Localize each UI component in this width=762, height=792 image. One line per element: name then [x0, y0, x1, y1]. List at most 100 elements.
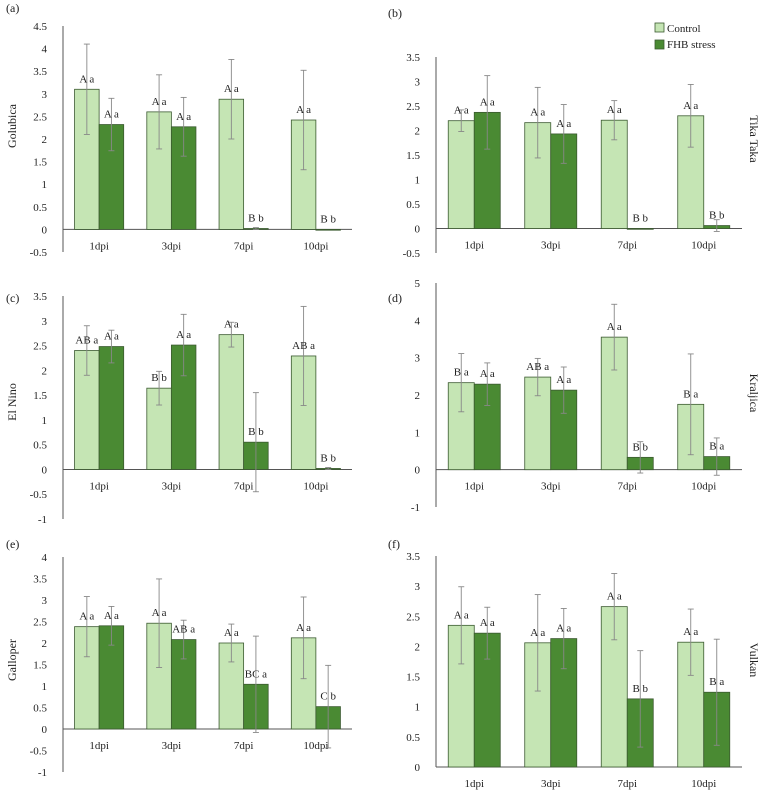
y-tick-label: 4	[42, 552, 48, 564]
panel-label: (a)	[6, 1, 19, 15]
bar-fhb-stress	[626, 228, 654, 230]
significance-label-fhb-stress: B b	[632, 213, 648, 225]
y-tick-label: 3.5	[406, 52, 420, 64]
y-tick-label: 1	[42, 179, 48, 191]
y-tick-label: 2.5	[33, 341, 47, 353]
y-tick-label: 1	[415, 702, 421, 714]
x-tick-label: 7dpi	[234, 740, 254, 752]
y-tick-label: -1	[38, 514, 47, 526]
y-tick-label: 0	[415, 224, 421, 236]
y-tick-label: 1	[42, 681, 48, 693]
significance-label-control: AB a	[292, 340, 315, 352]
y-tick-label: 0	[415, 762, 421, 774]
significance-label-control: B b	[151, 372, 167, 384]
bar-fhb-stress	[98, 346, 125, 470]
y-tick-label: -0.5	[30, 489, 48, 501]
x-tick-label: 10dpi	[303, 240, 328, 252]
y-tick-label: 3.5	[33, 66, 47, 78]
significance-label-fhb-stress: B b	[632, 441, 648, 453]
significance-label-control: A a	[224, 627, 239, 639]
significance-label-control: A a	[683, 100, 698, 112]
y-tick-label: 2.5	[33, 617, 47, 629]
y-tick-label: 0.5	[33, 440, 47, 452]
significance-label-control: A a	[79, 611, 94, 623]
y-tick-label: 3	[42, 89, 48, 101]
significance-label-control: A a	[530, 107, 545, 119]
significance-label-fhb-stress: C b	[320, 691, 336, 703]
significance-label-control: A a	[296, 622, 311, 634]
significance-label-control: A a	[224, 319, 239, 331]
y-tick-label: 3	[415, 77, 421, 89]
chart-panel: (d) Kraljica -1 0 1 2 3 4 5 1dpi B a A a 3dpi AB a A a…	[388, 278, 761, 514]
y-tick-label: 4	[42, 44, 48, 56]
y-tick-label: 1	[415, 175, 421, 187]
y-tick-label: 1.5	[406, 672, 420, 684]
significance-label-control: A a	[607, 104, 622, 116]
y-tick-label: 1.5	[33, 157, 47, 169]
y-tick-label: 3	[415, 353, 421, 365]
significance-label-fhb-stress: A a	[176, 111, 191, 123]
x-tick-label: 7dpi	[617, 240, 637, 252]
y-tick-label: 2.5	[406, 611, 420, 623]
significance-label-fhb-stress: B b	[320, 452, 336, 464]
significance-label-fhb-stress: A a	[556, 623, 571, 635]
x-tick-label: 10dpi	[691, 240, 716, 252]
significance-label-control: A a	[152, 96, 167, 108]
significance-label-fhb-stress: B b	[709, 210, 725, 222]
y-tick-label: 2	[415, 390, 421, 402]
y-tick-label: 1.5	[33, 660, 47, 672]
y-tick-label: 0	[415, 465, 421, 477]
y-tick-label: 2	[42, 134, 48, 146]
y-tick-label: -0.5	[30, 247, 48, 259]
y-tick-label: 1.5	[33, 390, 47, 402]
significance-label-fhb-stress: B b	[632, 683, 648, 695]
x-tick-label: 1dpi	[464, 481, 484, 493]
y-tick-label: 0	[42, 224, 48, 236]
bar-control	[447, 120, 475, 229]
y-tick-label: 0	[42, 464, 48, 476]
chart-panel: (a) Golubica -0.5 0 0.5 1 1.5 2 2.5 3 3.5 4 4.5 1dpi A…	[5, 1, 352, 259]
significance-label-control: A a	[530, 627, 545, 639]
significance-label-fhb-stress: A a	[480, 617, 495, 629]
y-tick-label: 2.5	[33, 111, 47, 123]
bar-control	[218, 334, 245, 470]
significance-label-fhb-stress: BC a	[245, 668, 267, 680]
chart-panel: (c) El Nino -1 -0.5 0 0.5 1 1.5 2 2.5 3 3.5 1dpi AB a…	[5, 291, 352, 526]
y-tick-label: 0.5	[406, 732, 420, 744]
panel-label: (d)	[388, 291, 402, 305]
y-axis-title: Galloper	[5, 639, 19, 681]
y-tick-label: -1	[411, 502, 420, 514]
y-tick-label: 1	[42, 415, 48, 427]
significance-label-fhb-stress: A a	[556, 118, 571, 130]
y-tick-label: 3.5	[33, 291, 47, 303]
x-tick-label: 7dpi	[617, 778, 637, 790]
significance-label-control: A a	[607, 591, 622, 603]
significance-label-control: A a	[296, 104, 311, 116]
legend-label-fhb-stress: FHB stress	[667, 39, 716, 51]
x-tick-label: 7dpi	[234, 240, 254, 252]
y-tick-label: 2	[415, 641, 421, 653]
significance-label-control: B a	[683, 388, 698, 400]
y-tick-label: -0.5	[30, 746, 48, 758]
significance-label-fhb-stress: A a	[480, 368, 495, 380]
panel-label: (c)	[6, 291, 19, 305]
legend-swatch-fhb-stress	[654, 39, 665, 50]
y-tick-label: 5	[415, 278, 421, 290]
y-axis-title: Golubica	[5, 103, 19, 148]
y-axis-title: Vulkan	[747, 643, 761, 678]
x-tick-label: 3dpi	[162, 240, 182, 252]
x-tick-label: 10dpi	[691, 481, 716, 493]
y-tick-label: 0	[42, 724, 48, 736]
significance-label-control: A a	[454, 105, 469, 117]
panel-label: (f)	[388, 537, 400, 551]
y-axis-title: Kraljica	[747, 374, 761, 413]
bar-fhb-stress	[98, 124, 125, 230]
legend-label-control: Control	[667, 23, 701, 35]
legend-swatch-control	[654, 22, 665, 33]
y-tick-label: 3	[42, 316, 48, 328]
significance-label-control: A a	[79, 73, 94, 85]
chart-panel: (b) Tika Taka -0.5 0 0.5 1 1.5 2 2.5 3 3.5 1dpi A a A…	[388, 6, 761, 260]
y-tick-label: -1	[38, 767, 47, 779]
y-tick-label: 3.5	[406, 551, 420, 563]
